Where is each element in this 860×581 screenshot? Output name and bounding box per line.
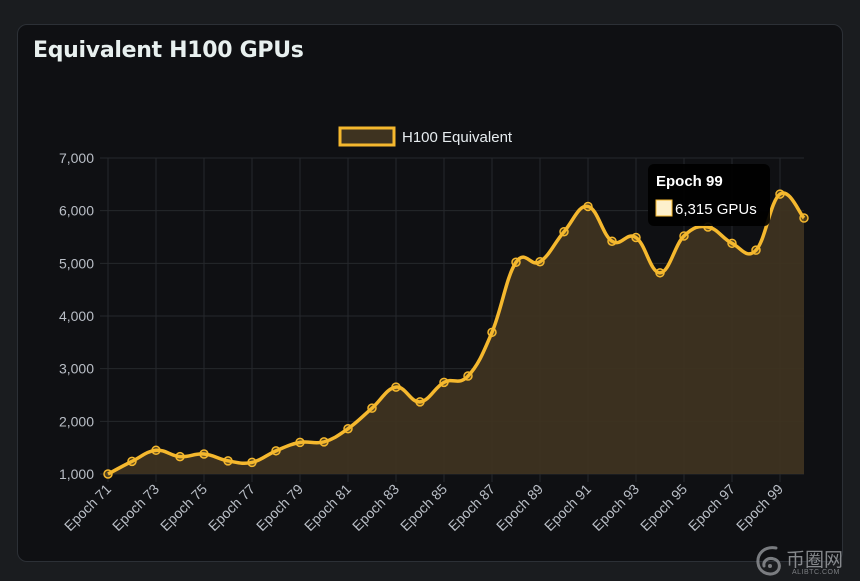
data-point <box>391 382 401 392</box>
watermark: 币圈网 ALIBTC.COM <box>754 545 858 579</box>
x-tick-label: Epoch 95 <box>637 481 690 534</box>
data-point <box>127 456 137 467</box>
data-point <box>535 257 545 267</box>
data-point <box>343 423 353 434</box>
x-tick-label: Epoch 85 <box>397 481 450 534</box>
data-point <box>775 189 785 199</box>
data-point <box>463 371 473 381</box>
series-area-fill <box>108 193 804 475</box>
data-point <box>655 268 665 278</box>
x-tick-label: Epoch 73 <box>109 481 162 534</box>
y-tick-label: 7,000 <box>59 150 94 166</box>
tooltip: Epoch 99 6,315 GPUs <box>648 164 770 226</box>
x-tick-label: Epoch 81 <box>301 481 354 534</box>
x-tick-label: Epoch 71 <box>61 481 114 534</box>
legend-swatch <box>338 126 396 147</box>
data-point <box>199 449 209 459</box>
data-point <box>583 201 593 212</box>
x-tick-label: Epoch 79 <box>253 481 306 534</box>
data-point <box>271 446 281 456</box>
tooltip-value: 6,315 GPUs <box>675 201 757 218</box>
x-tick-label: Epoch 75 <box>157 481 210 534</box>
data-point <box>223 456 233 466</box>
data-point <box>151 445 161 456</box>
x-tick-label: Epoch 77 <box>205 481 258 534</box>
data-point <box>679 231 689 241</box>
y-axis-ticks: 1,000 2,000 3,000 4,000 5,000 6,000 7,000 <box>59 150 94 482</box>
data-point <box>439 377 449 388</box>
card-title: Equivalent H100 GPUs <box>33 38 304 63</box>
legend-label: H100 Equivalent <box>402 129 513 146</box>
data-point <box>487 327 497 338</box>
watermark-text-en: ALIBTC.COM <box>792 569 840 576</box>
data-point <box>751 245 761 255</box>
data-point <box>415 397 425 407</box>
x-tick-label: Epoch 93 <box>589 481 642 534</box>
data-point <box>511 257 521 268</box>
legend[interactable]: H100 Equivalent <box>338 126 513 147</box>
data-point <box>295 437 305 448</box>
x-tick-label: Epoch 99 <box>733 481 786 534</box>
tooltip-background <box>648 164 770 226</box>
x-tick-label: Epoch 89 <box>493 481 546 534</box>
data-point <box>247 457 257 468</box>
series-line <box>107 191 806 476</box>
y-tick-label: 6,000 <box>59 203 94 219</box>
data-point <box>175 451 185 462</box>
data-point <box>631 232 641 243</box>
y-tick-label: 2,000 <box>59 413 94 429</box>
y-tick-label: 3,000 <box>59 361 94 377</box>
y-tick-label: 1,000 <box>59 466 94 482</box>
data-point <box>559 226 569 237</box>
data-point <box>727 238 737 249</box>
y-tick-label: 4,000 <box>59 308 94 324</box>
tooltip-title: Epoch 99 <box>656 173 723 190</box>
x-tick-label: Epoch 83 <box>349 481 402 534</box>
data-point <box>607 236 617 246</box>
data-points <box>103 189 809 479</box>
tooltip-swatch <box>655 199 673 217</box>
watermark-logo-icon <box>756 546 781 576</box>
x-tick-label: Epoch 91 <box>541 481 594 534</box>
data-point <box>799 213 809 223</box>
y-tick-label: 5,000 <box>59 255 94 271</box>
x-tick-label: Epoch 97 <box>685 481 738 534</box>
data-point <box>319 437 329 447</box>
data-point <box>103 469 113 479</box>
x-tick-label: Epoch 87 <box>445 481 498 534</box>
data-point <box>367 403 377 413</box>
watermark-text-cn: 币圈网 <box>786 549 844 571</box>
